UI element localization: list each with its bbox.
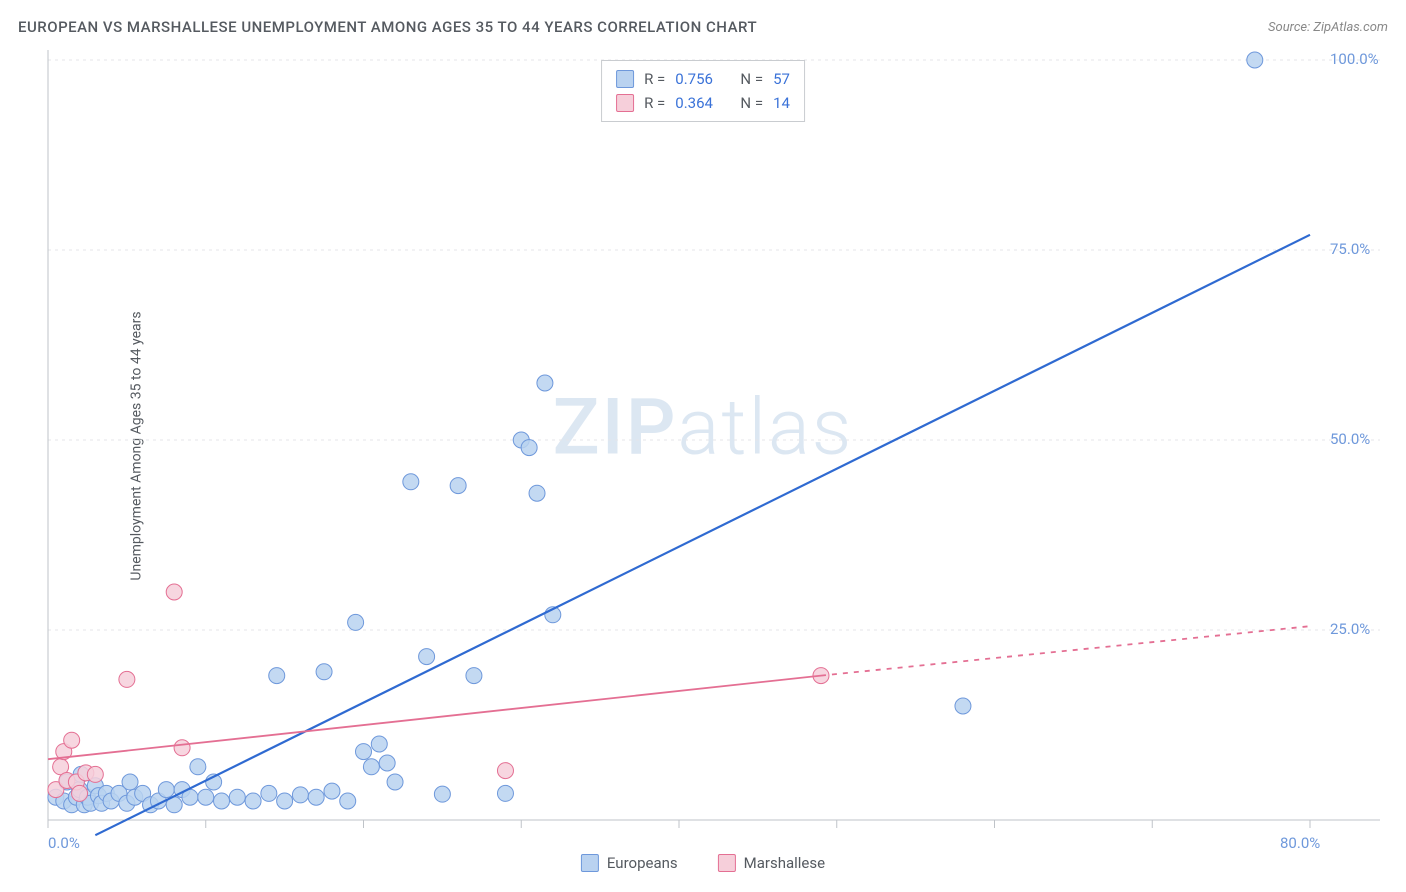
legend-label: Europeans [607, 854, 678, 872]
legend-item-marshallese: Marshallese [718, 854, 825, 872]
y-tick-label: 75.0% [1330, 240, 1370, 258]
correlation-chart [0, 0, 1406, 892]
swatch-europeans [581, 854, 599, 872]
r-value: 0.756 [675, 67, 713, 91]
legend-stats-row: R = 0.364 N = 14 [616, 91, 790, 115]
n-value: 14 [773, 91, 790, 115]
legend-stats-box: R = 0.756 N = 57 R = 0.364 N = 14 [601, 60, 805, 122]
y-tick-label: 100.0% [1330, 50, 1379, 68]
swatch-marshallese [718, 854, 736, 872]
n-value: 57 [773, 67, 790, 91]
r-label: R = [644, 91, 665, 115]
y-tick-label: 25.0% [1330, 620, 1370, 638]
bottom-legend: Europeans Marshallese [581, 854, 825, 872]
n-label: N = [740, 91, 763, 115]
swatch-europeans [616, 70, 634, 88]
x-tick-label: 0.0% [48, 834, 80, 852]
n-label: N = [740, 67, 763, 91]
swatch-marshallese [616, 94, 634, 112]
y-tick-label: 50.0% [1330, 430, 1370, 448]
legend-item-europeans: Europeans [581, 854, 678, 872]
r-value: 0.364 [675, 91, 713, 115]
r-label: R = [644, 67, 665, 91]
legend-stats-row: R = 0.756 N = 57 [616, 67, 790, 91]
legend-label: Marshallese [744, 854, 825, 872]
x-tick-label: 80.0% [1280, 834, 1320, 852]
